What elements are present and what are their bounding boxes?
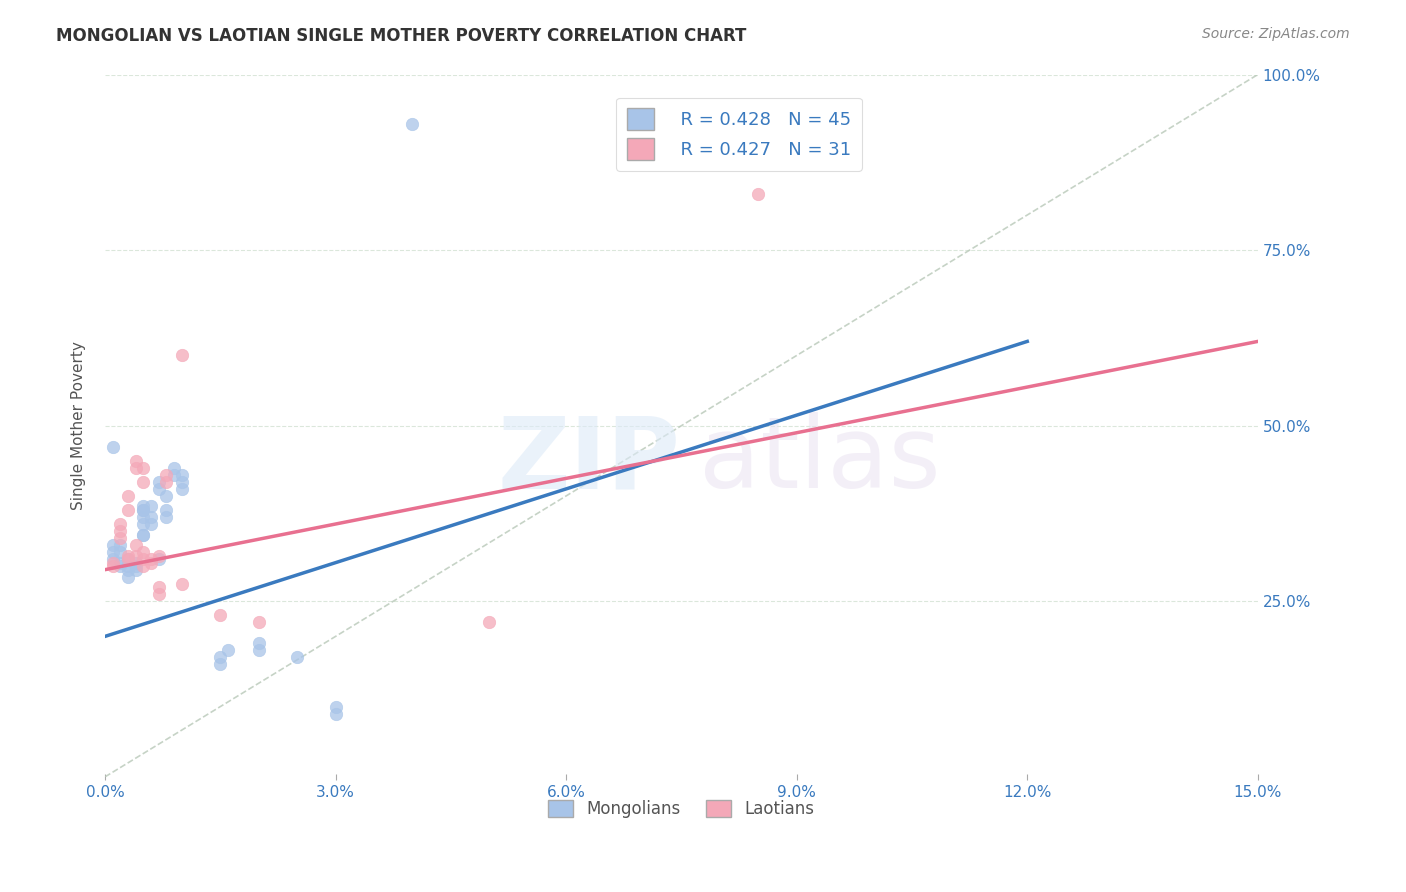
Point [132,475,155,489]
Point [148,549,170,563]
Point [139,500,162,514]
Point [110,524,132,538]
Point [132,460,155,475]
Point [139,552,162,566]
Text: Source: ZipAtlas.com: Source: ZipAtlas.com [1202,27,1350,41]
Point [155,510,177,524]
Point [125,538,148,552]
Point [170,482,193,496]
Point [209,608,232,623]
Point [101,545,124,559]
Y-axis label: Single Mother Poverty: Single Mother Poverty [72,342,86,510]
Point [148,587,170,601]
Point [117,559,139,574]
Point [155,467,177,482]
Point [117,552,139,566]
Point [125,460,148,475]
Point [132,516,155,531]
Legend: Mongolians, Laotians: Mongolians, Laotians [541,793,821,825]
Text: ZIP: ZIP [498,412,681,509]
Point [170,576,193,591]
Point [101,552,124,566]
Point [163,467,186,482]
Point [155,475,177,489]
Point [209,650,232,665]
Point [247,636,270,650]
Point [139,556,162,570]
Point [170,475,193,489]
Point [747,186,769,201]
Point [325,699,347,714]
Point [117,552,139,566]
Point [155,503,177,517]
Text: MONGOLIAN VS LAOTIAN SINGLE MOTHER POVERTY CORRELATION CHART: MONGOLIAN VS LAOTIAN SINGLE MOTHER POVER… [56,27,747,45]
Point [101,440,124,454]
Point [132,559,155,574]
Point [125,454,148,468]
Point [247,615,270,630]
Point [132,527,155,541]
Point [132,500,155,514]
Point [155,489,177,503]
Point [148,580,170,594]
Point [132,545,155,559]
Point [125,559,148,574]
Point [110,538,132,552]
Point [125,549,148,563]
Point [478,615,501,630]
Point [110,516,132,531]
Point [247,643,270,657]
Point [132,552,155,566]
Point [132,510,155,524]
Point [101,556,124,570]
Point [117,549,139,563]
Point [217,643,239,657]
Point [170,348,193,362]
Point [139,510,162,524]
Point [117,570,139,584]
Point [148,552,170,566]
Point [139,516,162,531]
Point [117,489,139,503]
Text: atlas: atlas [699,412,941,509]
Point [170,467,193,482]
Point [101,559,124,574]
Point [132,503,155,517]
Point [110,545,132,559]
Point [125,563,148,577]
Point [110,556,132,570]
Point [163,460,186,475]
Point [125,556,148,570]
Point [325,706,347,721]
Point [209,657,232,672]
Point [110,559,132,574]
Point [401,117,423,131]
Point [285,650,308,665]
Point [117,563,139,577]
Point [101,538,124,552]
Point [117,503,139,517]
Point [132,527,155,541]
Point [148,482,170,496]
Point [148,475,170,489]
Point [110,531,132,545]
Point [132,503,155,517]
